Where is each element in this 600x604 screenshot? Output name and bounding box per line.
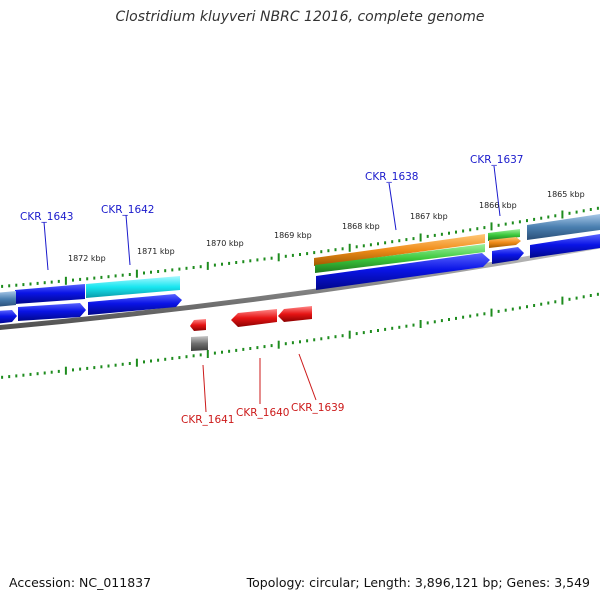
ruler-label: 1866 kbp [479,201,517,210]
ruler-label: 1872 kbp [68,254,106,263]
gene-label[interactable]: CKR_1642 [101,204,154,216]
gene-label[interactable]: CKR_1638 [365,171,418,183]
ruler-label-group: 1865 kbp 1866 kbp 1867 kbp 1868 kbp 1869… [68,190,585,263]
gene-ckr-1643[interactable] [0,284,86,324]
gene-ckr-1640[interactable] [231,309,277,327]
accession-text: Accession: NC_011837 [9,575,152,590]
gene-ckr-1637[interactable] [488,229,524,264]
gene-ckr-1639[interactable] [278,306,312,322]
label-leaders [43,165,501,413]
forward-strand-features [0,214,600,324]
gene-right-edge[interactable] [527,214,600,258]
genome-backbone [0,243,600,331]
ruler-label: 1865 kbp [547,190,585,199]
ruler-label: 1867 kbp [410,212,448,221]
ruler-label: 1870 kbp [206,239,244,248]
gene-label[interactable]: CKR_1643 [20,211,73,223]
gene-ckr-1642[interactable] [86,276,182,315]
gene-label[interactable]: CKR_1640 [236,407,289,419]
gene-ckr-1641[interactable] [190,319,208,351]
gene-label[interactable]: CKR_1641 [181,414,234,426]
gene-label-group: CKR_1643 CKR_1642 CKR_1638 CKR_1637 CKR_… [20,154,523,426]
page-title: Clostridium kluyveri NBRC 12016, complet… [115,9,485,25]
genome-summary-text: Topology: circular; Length: 3,896,121 bp… [246,575,590,590]
gene-label[interactable]: CKR_1639 [291,402,344,414]
ruler-reverse [1,292,599,379]
ruler-label: 1868 kbp [342,222,380,231]
gene-label[interactable]: CKR_1637 [470,154,523,166]
ruler-forward [1,206,599,288]
gene-ckr-1638[interactable] [314,234,490,290]
ruler-label: 1869 kbp [274,231,312,240]
ruler-label: 1871 kbp [137,247,175,256]
reverse-strand-features [190,306,312,351]
